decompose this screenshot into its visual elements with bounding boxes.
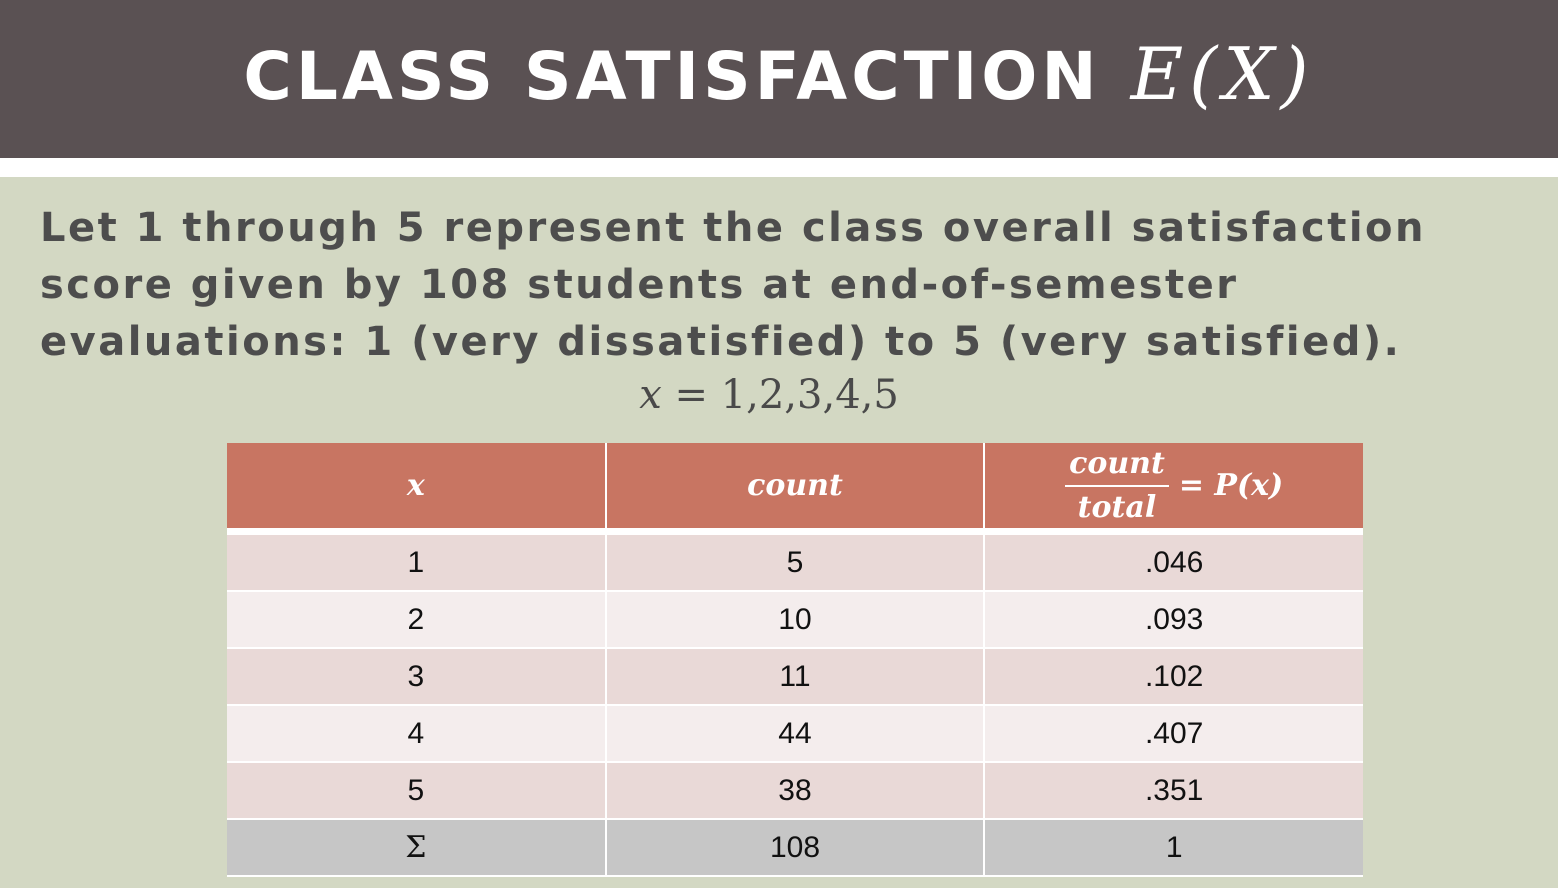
title-divider [0, 158, 1558, 177]
cell-count: 5 [605, 531, 986, 592]
description-text: Let 1 through 5 represent the class over… [40, 205, 1426, 365]
equation-variable: x [639, 372, 662, 418]
cell-probability: .351 [984, 762, 1363, 820]
cell-probability: .407 [984, 705, 1363, 763]
cell-x: 5 [227, 762, 607, 820]
probability-formula: count total = P(x) [1065, 445, 1283, 527]
title-bar: CLASS SATISFACTION E(X) [0, 0, 1558, 158]
fraction-numerator: count [1065, 445, 1169, 487]
header-x: x [227, 443, 607, 535]
table-header-row: x count count total = P(x) [227, 443, 1363, 535]
cell-x: 2 [227, 591, 607, 649]
title-math-expression: E(X) [1130, 32, 1315, 116]
header-count: count [605, 443, 986, 535]
fraction-result: = P(x) [1178, 468, 1284, 503]
table-row: 5 38 .351 [227, 762, 1363, 820]
fraction-denominator: total [1077, 489, 1157, 525]
table-row: 4 44 .407 [227, 705, 1363, 763]
cell-probability: .102 [984, 648, 1363, 706]
cell-count: 44 [605, 705, 986, 763]
cell-x: 1 [227, 531, 607, 592]
cell-probability: .046 [984, 531, 1363, 592]
cell-count: 11 [605, 648, 986, 706]
title-text: CLASS SATISFACTION [243, 38, 1101, 115]
sigma-symbol: Σ [227, 819, 607, 877]
table-total-row: Σ 108 1 [227, 819, 1363, 877]
probability-table: x count count total = P(x) 1 5 .046 [227, 443, 1363, 877]
total-probability: 1 [984, 819, 1363, 877]
cell-count: 38 [605, 762, 986, 820]
equation-values: = 1,2,3,4,5 [661, 372, 899, 418]
total-count: 108 [605, 819, 986, 877]
table-row: 1 5 .046 [227, 531, 1363, 592]
slide-title: CLASS SATISFACTION E(X) [243, 32, 1314, 116]
equation: x = 1,2,3,4,5 [0, 372, 1558, 418]
cell-count: 10 [605, 591, 986, 649]
table-row: 2 10 .093 [227, 591, 1363, 649]
table-row: 3 11 .102 [227, 648, 1363, 706]
header-probability: count total = P(x) [984, 443, 1363, 535]
cell-x: 3 [227, 648, 607, 706]
cell-probability: .093 [984, 591, 1363, 649]
cell-x: 4 [227, 705, 607, 763]
fraction: count total [1065, 445, 1169, 527]
